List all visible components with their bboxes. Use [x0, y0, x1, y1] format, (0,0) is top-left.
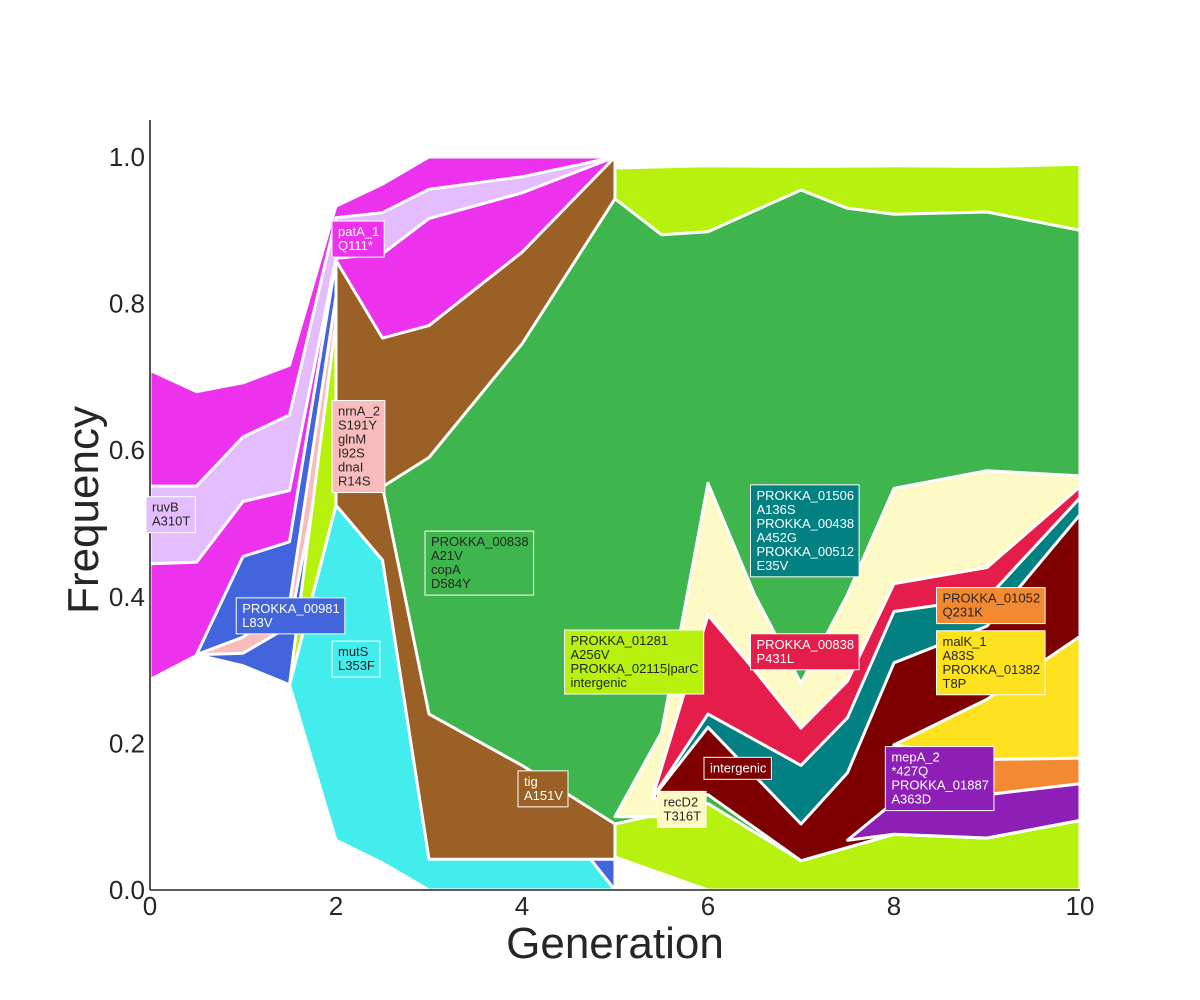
mutation-label-box — [657, 790, 707, 828]
mutation-label-text: PROKKA_01281 — [571, 633, 669, 648]
mutation-label-text: A310T — [152, 514, 190, 529]
mutation-label-box — [331, 640, 381, 678]
mutation-label-text: mepA_2 — [891, 750, 939, 765]
mutation-label-text: ruvB — [152, 500, 179, 515]
mutation-label-text: recD2 — [664, 794, 699, 809]
mutation-label-text: PROKKA_01887 — [891, 778, 989, 793]
mutation-label-text: A363D — [891, 792, 931, 807]
y-tick-label: 0.2 — [109, 728, 145, 758]
mutation-label-text: PROKKA_00512 — [757, 544, 855, 559]
mutation-label: PROKKA_01281A256VPROKKA_02115|parCinterg… — [564, 629, 705, 695]
y-tick-label: 1.0 — [109, 142, 145, 172]
mutation-label-text: P431L — [757, 651, 795, 666]
mutation-label-box — [331, 220, 385, 258]
tick-labels: 0 2 4 6 8 10 0.0 0.2 0.4 0.6 0.8 1.0 — [109, 142, 1095, 921]
mutation-labels: patA_1Q111*nrnA_2S191YglnMI92SdnaIR14Sru… — [145, 220, 1046, 828]
mutation-label-text: PROKKA_00438 — [757, 516, 855, 531]
mutation-label-box — [936, 587, 1046, 625]
mutation-label: intergenic — [703, 756, 772, 780]
mutation-label-text: T8P — [943, 676, 967, 691]
mutation-label-text: PROKKA_02115|parC — [571, 661, 699, 676]
mutation-label-text: mutS — [338, 644, 369, 659]
mutation-label-text: L83V — [242, 615, 273, 630]
mutation-label-text: PROKKA_01506 — [757, 488, 855, 503]
mutation-label-text: A151V — [524, 788, 563, 803]
mutation-label-text: Q231K — [943, 605, 984, 620]
x-tick-label: 4 — [515, 891, 529, 921]
mutation-label-box — [145, 496, 196, 534]
mutation-label-box — [703, 756, 772, 780]
mutation-label-text: PROKKA_00981 — [242, 601, 340, 616]
mutation-label: PROKKA_01506A136SPROKKA_00438A452GPROKKA… — [750, 484, 860, 578]
mutation-label-text: Q111* — [338, 238, 373, 253]
x-tick-label: 0 — [143, 891, 157, 921]
mutation-label-text: A136S — [757, 502, 796, 517]
mutation-label-box — [517, 770, 569, 808]
mutation-label-text: PROKKA_00838 — [757, 637, 855, 652]
y-tick-label: 0.0 — [109, 875, 145, 905]
mutation-label-box — [936, 630, 1046, 696]
mutation-label-text: intergenic — [571, 675, 628, 690]
mutation-label-text: *427Q — [891, 764, 928, 779]
x-tick-label: 10 — [1066, 891, 1095, 921]
mutation-label-text: L353F — [338, 658, 375, 673]
mutation-label-text: PROKKA_01052 — [943, 591, 1041, 606]
mutation-label-text: D584Y — [431, 576, 471, 591]
mutation-label-text: nrnA_2 — [338, 404, 380, 419]
mutation-label-text: tig — [524, 774, 538, 789]
x-tick-label: 6 — [701, 891, 715, 921]
mutation-label-text: dnaI — [338, 460, 363, 475]
mutation-label-text: copA — [431, 562, 461, 577]
mutation-label-text: E35V — [757, 558, 789, 573]
mutation-label-box — [331, 400, 386, 494]
mutation-label-box — [564, 629, 705, 695]
y-tick-label: 0.4 — [109, 582, 145, 612]
mutation-label-box — [750, 633, 860, 671]
mutation-label-text: intergenic — [710, 760, 767, 775]
mutation-label-text: PROKKA_00838 — [431, 534, 529, 549]
mutation-label-box — [750, 484, 860, 578]
mutation-label-text: patA_1 — [338, 224, 379, 239]
mutation-label-text: S191Y — [338, 418, 377, 433]
mutation-label-text: PROKKA_01382 — [943, 662, 1041, 677]
mutation-label-text: T316T — [664, 808, 702, 823]
y-axis-title: Frequency — [59, 406, 108, 614]
mutation-label-text: A452G — [757, 530, 797, 545]
mutation-label-text: A83S — [943, 648, 975, 663]
clone-area-patA — [148, 155, 617, 566]
mutation-label-text: glnM — [338, 432, 366, 447]
mutation-label-text: R14S — [338, 474, 371, 489]
mutation-label-text: A256V — [571, 647, 610, 662]
mutation-label-box — [884, 746, 995, 812]
y-tick-label: 0.6 — [109, 435, 145, 465]
x-axis-title: Generation — [506, 919, 724, 968]
mutation-label-box — [235, 597, 346, 635]
mutation-label-text: I92S — [338, 446, 365, 461]
mutation-label-box — [424, 530, 535, 596]
y-tick-label: 0.8 — [109, 289, 145, 319]
x-tick-label: 2 — [329, 891, 343, 921]
x-tick-label: 8 — [887, 891, 901, 921]
mutation-label-text: malK_1 — [943, 634, 987, 649]
mutation-label-text: A21V — [431, 548, 463, 563]
